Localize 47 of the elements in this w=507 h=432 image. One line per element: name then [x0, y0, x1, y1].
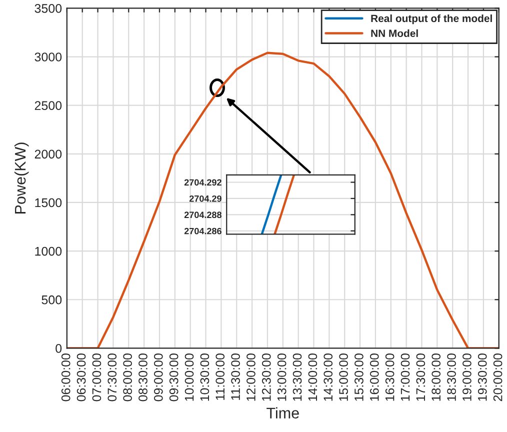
y-tick-label: 2704.288 — [184, 212, 222, 218]
x-tick-label: 07:00:00 — [92, 354, 102, 402]
x-tick-label: 16:00:00 — [370, 354, 379, 401]
x-tick-label: 14:00:00 — [308, 354, 318, 401]
y-tick-label: 0 — [56, 344, 62, 353]
x-tick-label: 10:00:00 — [184, 354, 194, 401]
x-tick-label: 20:00:00 — [493, 354, 502, 402]
x-tick-label: 09:00:00 — [154, 354, 163, 402]
y-tick-label: 2704.292 — [184, 179, 222, 186]
x-tick-label: 17:00:00 — [400, 354, 410, 401]
x-axis-title: Time — [266, 407, 299, 418]
y-tick-label: 2500 — [34, 101, 62, 110]
line-series — [274, 174, 296, 234]
x-tick-label: 16:30:00 — [385, 354, 394, 401]
y-tick-label: 1000 — [35, 246, 62, 256]
y-tick-label: 2704.29 — [189, 195, 222, 202]
line-series — [260, 174, 282, 234]
x-tick-label: 08:00:00 — [123, 354, 132, 402]
x-tick-label: 08:30:00 — [138, 354, 148, 402]
x-tick-label: 10:30:00 — [200, 354, 210, 401]
x-tick-label: 13:00:00 — [277, 354, 286, 401]
x-tick-label: 15:30:00 — [354, 354, 364, 401]
x-tick-label: 11:00:00 — [216, 354, 225, 400]
x-tick-label: 12:30:00 — [262, 354, 271, 401]
y-tick-label: 2000 — [34, 150, 62, 159]
x-tick-label: 12:00:00 — [246, 354, 256, 401]
x-tick-label: 18:00:00 — [432, 354, 441, 401]
x-tick-label: 15:00:00 — [339, 354, 348, 401]
x-tick-label: 11:30:00 — [231, 354, 240, 400]
y-tick-label: 2704.286 — [184, 228, 222, 234]
x-tick-label: 07:30:00 — [108, 354, 117, 402]
legend-label: Real output of the model — [371, 14, 492, 24]
x-tick-label: 13:30:00 — [292, 354, 302, 401]
x-tick-label: 09:30:00 — [169, 354, 178, 402]
x-tick-label: 06:30:00 — [76, 354, 86, 402]
legend-label: NN Model — [371, 29, 418, 38]
y-tick-label: 3500 — [34, 4, 62, 13]
y-tick-label: 1500 — [35, 198, 62, 208]
x-tick-label: 18:30:00 — [447, 354, 456, 401]
x-tick-label: 14:30:00 — [324, 354, 333, 401]
x-tick-label: 19:30:00 — [478, 354, 487, 401]
x-tick-label: 17:30:00 — [416, 354, 426, 401]
y-tick-label: 3000 — [34, 52, 62, 62]
x-tick-label: 19:00:00 — [462, 354, 472, 401]
x-tick-label: 06:00:00 — [61, 354, 70, 402]
y-axis-title: Powe(KW) — [14, 142, 29, 214]
y-tick-label: 500 — [42, 295, 62, 304]
